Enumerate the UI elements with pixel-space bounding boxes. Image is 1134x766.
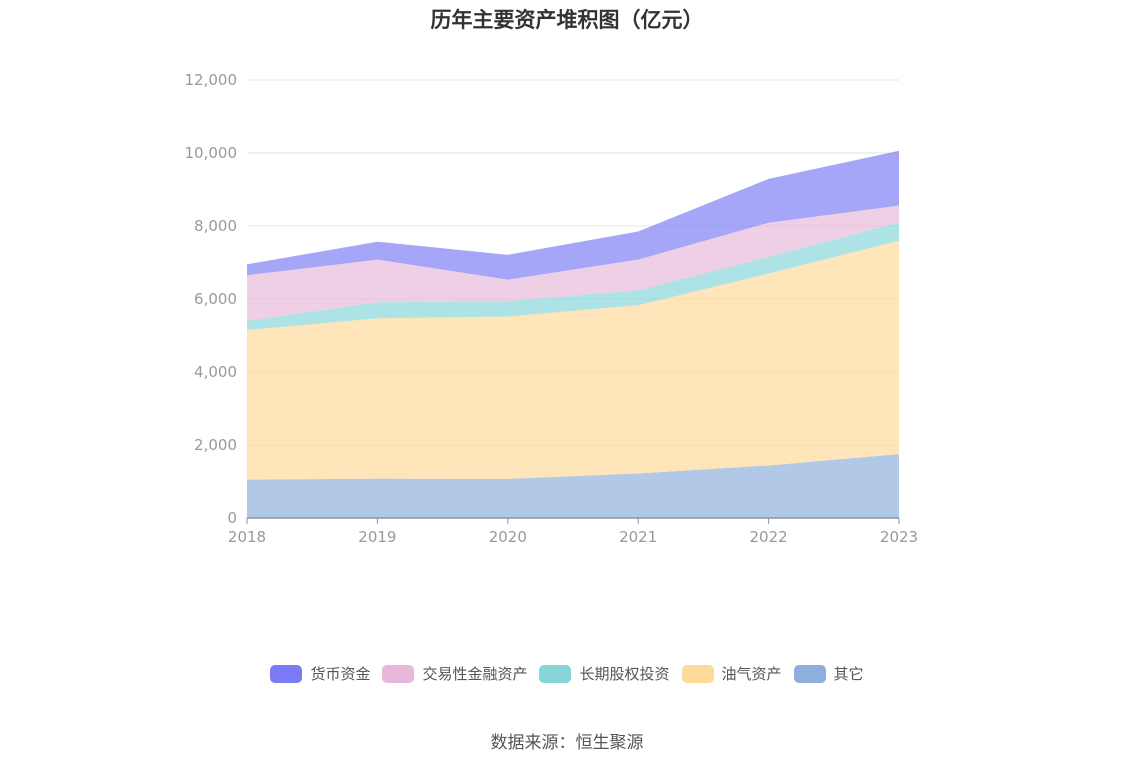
legend-item[interactable]: 货币资金 bbox=[270, 663, 370, 684]
y-tick-label: 2,000 bbox=[194, 436, 237, 454]
area-series-交易性金融资产 bbox=[247, 205, 899, 321]
area-series-油气资产 bbox=[247, 240, 899, 480]
legend-item[interactable]: 交易性金融资产 bbox=[382, 663, 527, 684]
area-series-长期股权投资 bbox=[247, 222, 899, 331]
area-series-货币资金 bbox=[247, 150, 899, 280]
y-tick-label: 10,000 bbox=[185, 144, 238, 162]
legend-item[interactable]: 其它 bbox=[793, 663, 864, 684]
x-tick-label: 2018 bbox=[228, 528, 266, 546]
chart-title: 历年主要资产堆积图（亿元） bbox=[430, 8, 704, 32]
legend-label: 货币资金 bbox=[310, 665, 371, 683]
legend-label: 交易性金融资产 bbox=[422, 665, 528, 683]
y-tick-label: 6,000 bbox=[194, 290, 237, 308]
legend-item[interactable]: 长期股权投资 bbox=[539, 663, 670, 684]
legend-swatch bbox=[270, 664, 303, 683]
legend-swatch bbox=[382, 664, 415, 683]
data-source: 数据来源：恒生聚源 bbox=[490, 733, 644, 753]
legend-swatch bbox=[681, 664, 714, 683]
area-series-其它 bbox=[247, 454, 899, 518]
y-tick-label: 0 bbox=[227, 509, 237, 527]
x-tick-label: 2023 bbox=[880, 528, 918, 546]
x-tick-label: 2022 bbox=[750, 528, 788, 546]
y-tick-label: 8,000 bbox=[194, 217, 237, 235]
legend-label: 长期股权投资 bbox=[579, 665, 670, 683]
legend-label: 油气资产 bbox=[721, 665, 782, 683]
x-tick-label: 2020 bbox=[489, 528, 527, 546]
x-tick-label: 2021 bbox=[619, 528, 657, 546]
y-tick-label: 12,000 bbox=[185, 71, 238, 89]
legend-label: 其它 bbox=[833, 665, 864, 683]
legend: 货币资金 交易性金融资产 长期股权投资 油气资产 其它 bbox=[0, 663, 1134, 684]
legend-swatch bbox=[793, 664, 826, 683]
y-tick-label: 4,000 bbox=[194, 363, 237, 381]
x-tick-label: 2019 bbox=[358, 528, 396, 546]
legend-swatch bbox=[539, 664, 572, 683]
legend-item[interactable]: 油气资产 bbox=[681, 663, 782, 684]
